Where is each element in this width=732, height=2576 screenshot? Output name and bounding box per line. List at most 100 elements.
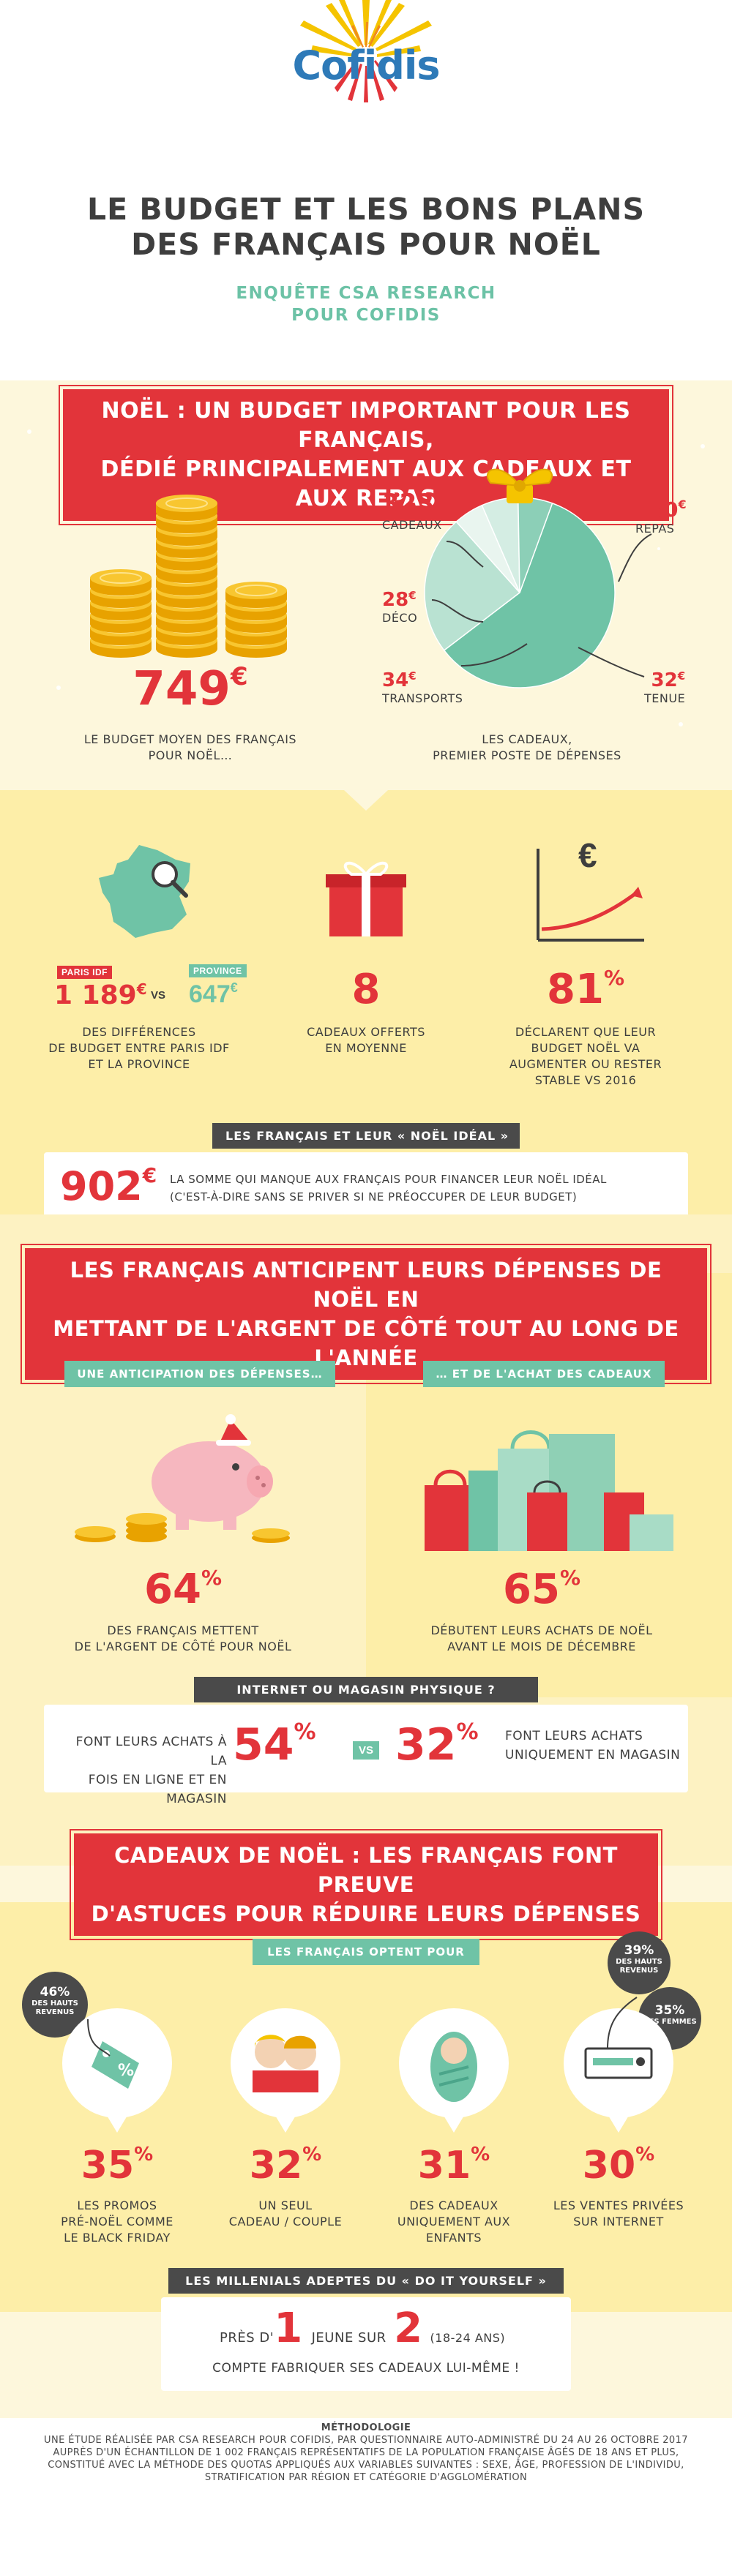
diff-caption-line-3: ET LA PROVINCE: [88, 1057, 190, 1071]
tip-children-unit: %: [471, 2144, 490, 2166]
gift-box-icon: [326, 861, 406, 936]
store-text: FONT LEURS ACHATS UNIQUEMENT EN MAGASIN: [505, 1727, 681, 1765]
tenue-value: 32: [651, 669, 678, 691]
subtitle-line-1: ENQUÊTE CSA RESEARCH: [236, 284, 496, 303]
coins-stack-icon: [89, 494, 288, 658]
tip-couple-line-2: CADEAU / COUPLE: [228, 2215, 343, 2228]
repas-value: 130: [635, 497, 679, 522]
province-value: 647: [189, 980, 231, 1008]
diy-mid: JEUNE SUR: [311, 2330, 386, 2346]
methodology-line-4: STRATIFICATION PAR RÉGION ET CATÉGORIE D…: [204, 2472, 528, 2483]
growth-chart-icon: [537, 849, 644, 942]
save-caption: DES FRANÇAIS METTENT DE L'ARGENT DE CÔTÉ…: [51, 1623, 315, 1655]
tip-couple-unit: %: [302, 2144, 322, 2166]
tip-caption-online: LES VENTES PRIVÉES SUR INTERNET: [523, 2198, 714, 2230]
transports-label: TRANSPORTS: [382, 691, 463, 705]
tenue-label: TENUE: [644, 691, 686, 705]
increase-caption-line-3: AUGMENTER OU RESTER: [509, 1057, 662, 1071]
save-stat: 64%: [95, 1566, 271, 1613]
tip-online-value: 30: [582, 2144, 636, 2188]
france-map-icon: [99, 845, 190, 938]
province-tag-label: PROVINCE: [189, 964, 247, 977]
paris-tag: PARIS IDF: [57, 966, 112, 979]
pie-label-cadeaux: 323€ CADEAUX: [382, 489, 444, 532]
ideal-box: [44, 1152, 688, 1224]
store-stat: 32%: [395, 1719, 479, 1770]
tip-promos-line-1: LES PROMOS: [77, 2198, 157, 2212]
tip-caption-children: DES CADEAUX UNIQUEMENT AUX ENFANTS: [366, 2198, 542, 2246]
tip-stat-couple: 32%: [212, 2144, 359, 2188]
diy-line-1: PRÈS D'1 JEUNE SUR 2 (18-24 ANS): [220, 2305, 542, 2352]
section4-banner-line-2: D'ASTUCES POUR RÉDUIRE LEURS DÉPENSES: [91, 1901, 641, 1926]
deco-value: 28: [382, 589, 409, 611]
section4-banner: CADEAUX DE NOËL : LES FRANÇAIS FONT PREU…: [70, 1829, 662, 1940]
province-unit: €: [230, 980, 238, 995]
early-caption: DÉBUTENT LEURS ACHATS DE NOËL AVANT LE M…: [410, 1623, 673, 1655]
diff-caption: DES DIFFÉRENCES DE BUDGET ENTRE PARIS ID…: [29, 1024, 249, 1073]
early-value: 65: [503, 1566, 560, 1613]
euro-symbol-icon: €: [578, 836, 597, 874]
section1-banner-line-1: NOËL : UN BUDGET IMPORTANT POUR LES FRAN…: [101, 398, 631, 453]
diy-two: 2: [394, 2305, 423, 2352]
increase-stat: 81%: [505, 966, 666, 1013]
budget-caption-line-2: POUR NOËL…: [148, 748, 233, 762]
diy-age: (18-24 ANS): [430, 2331, 506, 2345]
pie-slice-cadeaux: [443, 502, 616, 688]
paris-value-stat: 1 189€: [54, 980, 147, 1010]
both-text-line-2: FOIS EN LIGNE ET EN MAGASIN: [88, 1773, 227, 1806]
opt-label: LES FRANÇAIS OPTENT POUR: [253, 1939, 479, 1965]
section-notch: [344, 790, 388, 811]
diy-box: [161, 2297, 571, 2391]
pie-label-repas: 130€ REPAS: [635, 497, 687, 536]
baby-icon: [430, 2032, 477, 2102]
section3-banner-line-1: LES FRANÇAIS ANTICIPENT LEURS DÉPENSES D…: [70, 1258, 662, 1312]
store-text-line-1: FONT LEURS ACHATS: [505, 1729, 643, 1743]
page-title: LE BUDGET ET LES BONS PLANS DES FRANÇAIS…: [0, 192, 732, 262]
title-line-1: LE BUDGET ET LES BONS PLANS: [86, 192, 646, 227]
methodology: MÉTHODOLOGIE UNE ÉTUDE RÉALISÉE PAR CSA …: [15, 2422, 717, 2484]
tip-children-line-1: DES CADEAUX: [409, 2198, 498, 2212]
save-caption-line-2: DE L'ARGENT DE CÔTÉ POUR NOËL: [74, 1640, 292, 1653]
diy-line-2: COMPTE FABRIQUER SES CADEAUX LUI-MÊME !: [212, 2361, 520, 2376]
gifts-caption: CADEAUX OFFERTS EN MOYENNE: [278, 1024, 454, 1056]
paris-tag-label: PARIS IDF: [57, 966, 112, 979]
gift-purchase-label: … ET DE L'ACHAT DES CADEAUX: [423, 1361, 665, 1387]
budget-unit: €: [230, 662, 248, 691]
ideal-value: 902: [60, 1163, 143, 1209]
anticipation-label: UNE ANTICIPATION DES DÉPENSES…: [64, 1361, 335, 1387]
brand-logo: Cofidis: [292, 42, 440, 89]
sun-logo-icon: [300, 0, 432, 102]
pie-caption-line-1: LES CADEAUX,: [482, 732, 572, 746]
tip-couple-line-1: UN SEUL: [258, 2198, 313, 2212]
increase-caption-line-2: BUDGET NOËL VA: [531, 1041, 640, 1055]
repas-unit: €: [678, 497, 687, 511]
diff-caption-line-1: DES DIFFÉRENCES: [82, 1025, 196, 1039]
methodology-section: [0, 2418, 732, 2576]
pie-label-transports: 34€ TRANSPORTS: [382, 669, 463, 705]
budget-caption-line-1: LE BUDGET MOYEN DES FRANÇAIS: [83, 732, 297, 746]
save-unit: %: [201, 1566, 222, 1590]
tip-promos-line-3: LE BLACK FRIDAY: [64, 2231, 171, 2245]
ideal-text: LA SOMME QUI MANQUE AUX FRANÇAIS POUR FI…: [170, 1171, 682, 1206]
tip-promos-line-2: PRÉ-NOËL COMME: [61, 2215, 173, 2228]
save-value: 64: [144, 1566, 201, 1613]
tip-children-line-2: UNIQUEMENT AUX: [397, 2215, 511, 2228]
diy-label: LES MILLENIALS ADEPTES DU « DO IT YOURSE…: [168, 2268, 564, 2294]
increase-unit: %: [603, 966, 624, 990]
deco-label: DÉCO: [382, 611, 418, 625]
ideal-label: LES FRANÇAIS ET LEUR « NOËL IDÉAL »: [212, 1123, 520, 1149]
ideal-text-line-1: LA SOMME QUI MANQUE AUX FRANÇAIS POUR FI…: [170, 1173, 607, 1186]
pie-chart: [424, 468, 616, 688]
tip-children-line-3: ENFANTS: [425, 2231, 482, 2245]
budget-stat: 749€: [59, 662, 322, 716]
tip-caption-couple: UN SEUL CADEAU / COUPLE: [198, 2198, 373, 2230]
badge2-value: 39%: [624, 1943, 654, 1958]
tip-couple-value: 32: [249, 2144, 303, 2188]
store-text-line-2: UNIQUEMENT EN MAGASIN: [505, 1748, 681, 1762]
both-unit: %: [294, 1719, 316, 1745]
ideal-text-line-2: (C'EST-À-DIRE SANS SE PRIVER SI NE PRÉOC…: [170, 1190, 578, 1203]
transports-value: 34: [382, 669, 409, 691]
budget-value: 749: [132, 662, 231, 716]
save-caption-line-1: DES FRANÇAIS METTENT: [107, 1623, 259, 1637]
diff-caption-line-2: DE BUDGET ENTRE PARIS IDF: [48, 1041, 230, 1055]
